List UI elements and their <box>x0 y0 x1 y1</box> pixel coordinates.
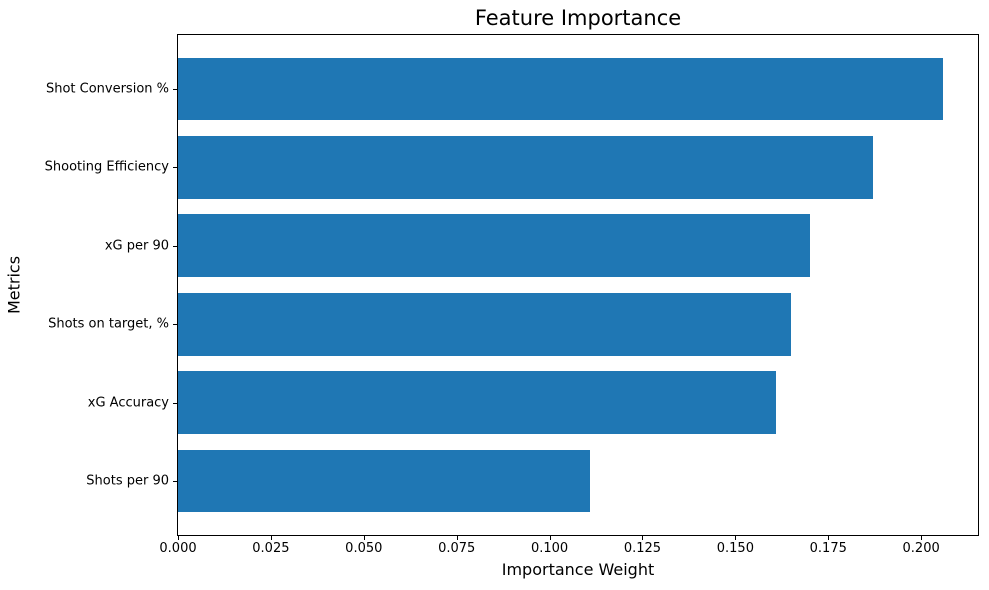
y-tick-label-shooting-efficiency: Shooting Efficiency <box>44 159 169 175</box>
bar-shot-conversion <box>178 57 944 121</box>
y-tick-label-shot-conversion: Shot Conversion % <box>45 81 169 97</box>
x-tick-label-0.075: 0.075 <box>438 541 476 556</box>
chart-title: Feature Importance <box>474 6 682 30</box>
x-tick-label-0.025: 0.025 <box>252 541 290 556</box>
y-tick-label-shots-per-90: Shots per 90 <box>86 473 169 489</box>
x-tick-label-0.000: 0.000 <box>159 541 197 556</box>
x-tick-mark <box>456 536 458 540</box>
x-tick-mark <box>549 536 551 540</box>
x-tick-label-0.100: 0.100 <box>530 541 569 556</box>
y-tick-mark <box>173 245 177 247</box>
x-tick-label-0.150: 0.150 <box>716 541 754 556</box>
x-tick-label-0.200: 0.200 <box>902 541 940 556</box>
y-tick-labels: Shot Conversion % Shooting Efficiency xG p… <box>0 0 169 590</box>
x-axis-label: Importance Weight <box>501 560 655 579</box>
plot-area <box>177 34 979 536</box>
y-tick-mark <box>173 480 177 482</box>
x-tick-mark <box>270 536 272 540</box>
x-tick-mark <box>363 536 365 540</box>
x-tick-mark <box>828 536 830 540</box>
bar-shooting-efficiency <box>178 136 873 199</box>
x-tick-label-0.175: 0.175 <box>809 541 847 556</box>
x-tick-mark <box>921 536 923 540</box>
x-tick-label-0.125: 0.125 <box>623 541 662 556</box>
y-tick-label-xg-accuracy: xG Accuracy <box>87 395 169 411</box>
x-tick-mark <box>642 536 644 540</box>
x-tick-mark <box>735 536 737 540</box>
y-tick-label-shots-on-target: Shots on target, % <box>48 316 169 332</box>
y-tick-mark <box>173 402 177 404</box>
bar-shots-on-target <box>178 292 792 356</box>
y-tick-label-xg-per-90: xG per 90 <box>104 238 169 254</box>
y-tick-mark <box>173 167 177 169</box>
y-tick-mark <box>173 324 177 326</box>
bar-shots-per-90 <box>178 449 591 513</box>
bar-xg-per-90 <box>178 214 810 278</box>
x-tick-mark <box>178 536 179 540</box>
y-tick-mark <box>173 89 177 91</box>
bar-xg-accuracy <box>178 371 777 434</box>
x-tick-label-0.050: 0.050 <box>345 541 383 556</box>
